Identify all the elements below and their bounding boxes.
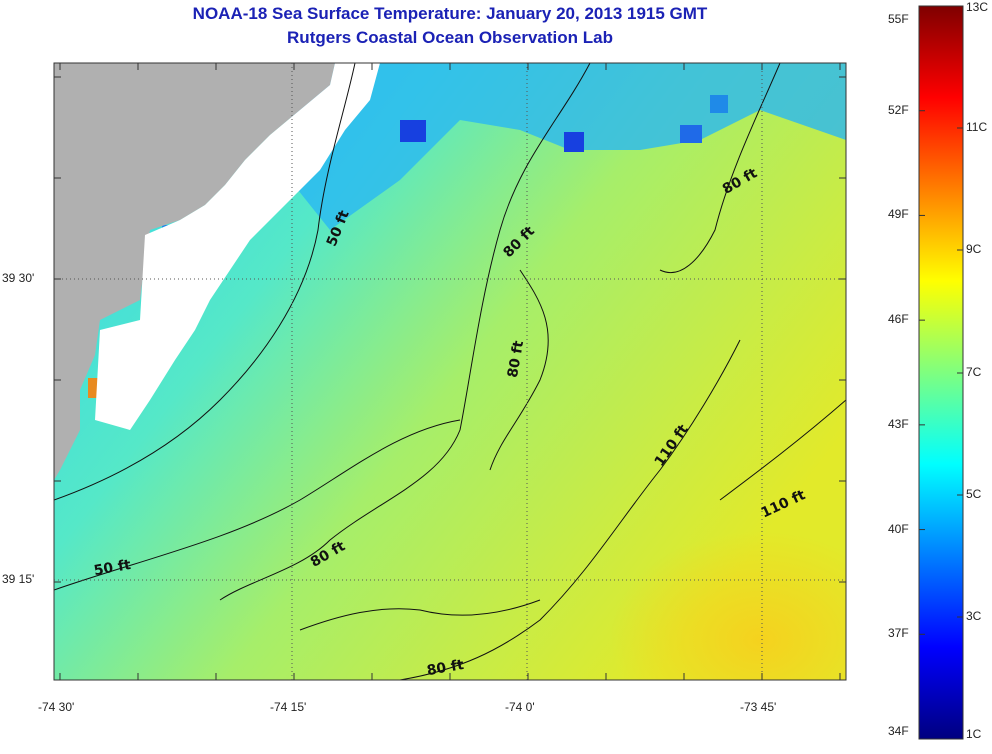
colorbar [918,5,964,740]
contour-110ft-main [399,339,741,680]
lon-tick-label: -74 30' [38,700,75,714]
contour-50ft-south [54,419,461,591]
colorbar-f-label: 40F [888,521,909,536]
contour-80ft [219,63,591,601]
contour-50ft [54,63,356,501]
colorbar-f-label: 49F [888,207,909,222]
cold-pixel [680,125,702,143]
lon-tick-label: -74 0' [505,700,535,714]
colorbar-f-label: 43F [888,416,909,431]
colorbar-c-label: 7C [966,365,982,379]
grid [54,63,846,680]
contour-80ft-east [659,63,781,274]
colorbar-c-label: 11C [966,120,988,134]
lon-tick-label: -74 15' [270,700,307,714]
contour-label: 80 ft [426,657,466,679]
lon-tick-label: -73 45' [740,700,777,714]
cold-pixel [400,120,426,142]
colorbar-f-label: 46F [888,312,909,327]
warm-region [610,530,846,680]
colorbar-c-label: 1C [966,727,982,741]
lat-tick-label: 39 30' [2,271,35,285]
chart-title: NOAA-18 Sea Surface Temperature: January… [192,4,708,23]
chart-subtitle: Rutgers Coastal Ocean Observation Lab [287,28,613,47]
colorbar-c-label: 3C [966,609,982,623]
lat-tick-label: 39 15' [2,572,35,586]
contour-label: 80 ft [505,339,527,379]
colorbar-c-label: 13C [966,0,989,14]
cold-pixel [564,132,584,152]
colorbar-f-label: 55F [888,12,909,26]
cold-pixel [710,95,728,113]
no-data-strip [95,63,380,430]
contour-110ft [719,399,846,501]
axis-ticks [54,63,846,680]
contour-label: 50 ft [93,557,133,579]
colorbar-f-label: 37F [888,626,909,641]
land-mass [54,63,335,480]
colorbar-f-label: 34F [888,724,909,738]
contour-80ft-south [299,599,541,631]
colorbar-f-label: 52F [888,102,909,117]
contour-80ft-inner [489,269,549,471]
colorbar-c-label: 9C [966,242,982,256]
colorbar-c-label: 5C [966,487,982,501]
